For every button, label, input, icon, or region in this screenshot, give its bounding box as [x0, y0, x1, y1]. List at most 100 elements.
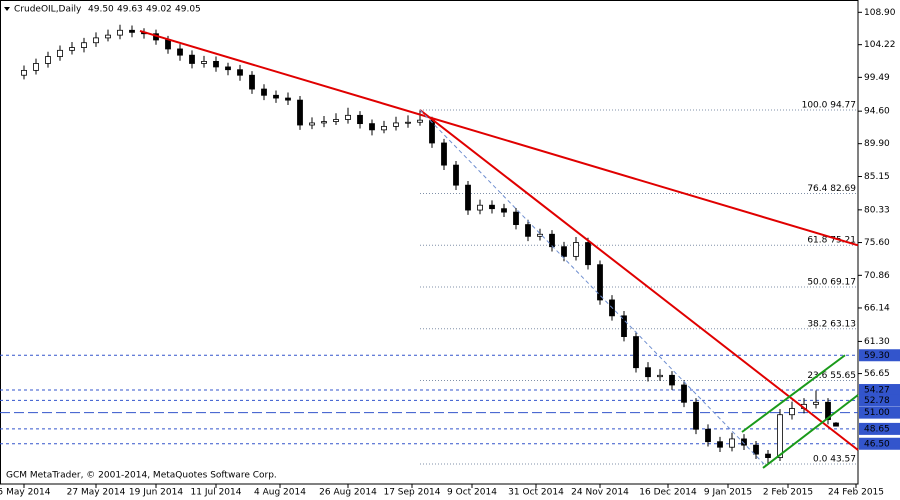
candle-body [789, 408, 795, 416]
candle-body [753, 444, 759, 455]
candle-body [333, 119, 339, 122]
candle-body [57, 49, 63, 57]
fib-label: 100.0 94.77 [802, 101, 856, 111]
x-tick-label: 17 Sep 2014 [383, 488, 440, 498]
candle-body [717, 441, 723, 448]
x-tick-label: 24 Feb 2015 [828, 488, 884, 498]
candle-body [117, 29, 123, 36]
candle-body [225, 66, 231, 71]
x-tick-label: 4 Aug 2014 [254, 488, 306, 498]
x-tick-label: 31 Oct 2014 [508, 488, 564, 498]
candle-body [465, 184, 471, 211]
candle-body [321, 121, 327, 124]
level-label: 59.30 [864, 351, 890, 361]
x-tick-label: 16 Dec 2014 [639, 488, 697, 498]
y-tick-label: 99.49 [864, 73, 890, 83]
x-tick-label: 19 Jun 2014 [129, 488, 183, 498]
candle-body [285, 97, 291, 101]
candle-body [357, 114, 363, 125]
level-box [859, 406, 900, 419]
fib-label: 76.4 82.69 [807, 184, 856, 194]
candle-body [261, 88, 267, 96]
candle-body [417, 119, 423, 123]
candle-body [525, 224, 531, 237]
x-tick-label: 2 Feb 2015 [763, 488, 813, 498]
candle-body [513, 211, 519, 225]
y-tick-label: 80.33 [864, 205, 890, 215]
candle-body [453, 164, 459, 186]
plot-area [0, 0, 859, 485]
chart-title: CrudeOIL,Daily [14, 5, 82, 15]
level-box [859, 437, 900, 450]
candle-body [165, 39, 171, 50]
ohlc-value: 49.02 [146, 5, 172, 15]
level-box [859, 384, 900, 397]
fib-label: 50.0 69.17 [807, 278, 856, 288]
y-tick-label: 75.60 [864, 238, 890, 248]
y-tick-label: 94.60 [864, 107, 890, 117]
trend-line [419, 109, 859, 451]
y-tick-label: 108.90 [864, 8, 896, 18]
x-tick-label: 26 Aug 2014 [319, 488, 377, 498]
ohlc-value: 49.05 [175, 5, 201, 15]
y-tick-label: 66.14 [864, 303, 890, 313]
candle-body [501, 208, 507, 213]
candle-body [177, 48, 183, 56]
candle-body [429, 119, 435, 144]
level-label: 48.65 [864, 424, 890, 434]
candle-body [69, 47, 75, 51]
candle-body [813, 401, 819, 405]
candle-body [597, 264, 603, 301]
level-box [859, 422, 900, 435]
candle-body [705, 428, 711, 443]
level-label: 51.00 [864, 408, 890, 418]
trend-line [419, 109, 765, 465]
candle-body [189, 54, 195, 64]
candle-body [537, 233, 543, 237]
level-label: 52.78 [864, 396, 890, 406]
trend-line [741, 354, 846, 433]
candle-body [645, 367, 651, 378]
candle-body [573, 242, 579, 257]
candle-body [621, 315, 627, 337]
candle-body [45, 56, 51, 64]
y-tick-label: 56.65 [864, 369, 890, 379]
candle-body [33, 63, 39, 71]
candle-body [561, 246, 567, 257]
candle-body [81, 42, 87, 48]
candle-body [405, 121, 411, 124]
y-tick-label: 89.90 [864, 139, 890, 149]
fib-label: 23.6 55.65 [807, 371, 856, 381]
x-tick-label: 9 Jan 2015 [704, 488, 752, 498]
candle-body [477, 204, 483, 211]
x-tick-label: 5 May 2014 [0, 488, 51, 498]
candle-body [585, 242, 591, 266]
candle-body [213, 60, 219, 68]
candle-body [21, 69, 27, 76]
candle-body [273, 94, 279, 99]
ohlc-value: 49.63 [117, 5, 143, 15]
candle-body [777, 414, 783, 458]
candle-body [249, 74, 255, 90]
candle-body [93, 37, 99, 44]
footer: GCM MetaTrader, © 2001-2014, MetaQuotes … [6, 471, 277, 481]
candle-body [237, 69, 243, 76]
candle-body [681, 384, 687, 403]
x-tick-label: 9 Oct 2014 [447, 488, 497, 498]
fib-label: 61.8 75.21 [807, 236, 856, 246]
candle-body [633, 336, 639, 369]
trend-line [762, 394, 859, 469]
menu-arrow[interactable] [4, 7, 10, 11]
candle-body [129, 29, 135, 33]
candle-body [741, 438, 747, 446]
candle-body [825, 401, 831, 420]
candle-body [309, 122, 315, 126]
y-tick-label: 85.15 [864, 172, 890, 182]
level-label: 46.50 [864, 439, 890, 449]
level-box [859, 394, 900, 407]
x-tick-label: 11 Jul 2014 [191, 488, 242, 498]
ohlc-value: 49.50 [88, 5, 114, 15]
fib-label: 38.2 63.13 [807, 319, 856, 329]
level-box [859, 349, 900, 362]
